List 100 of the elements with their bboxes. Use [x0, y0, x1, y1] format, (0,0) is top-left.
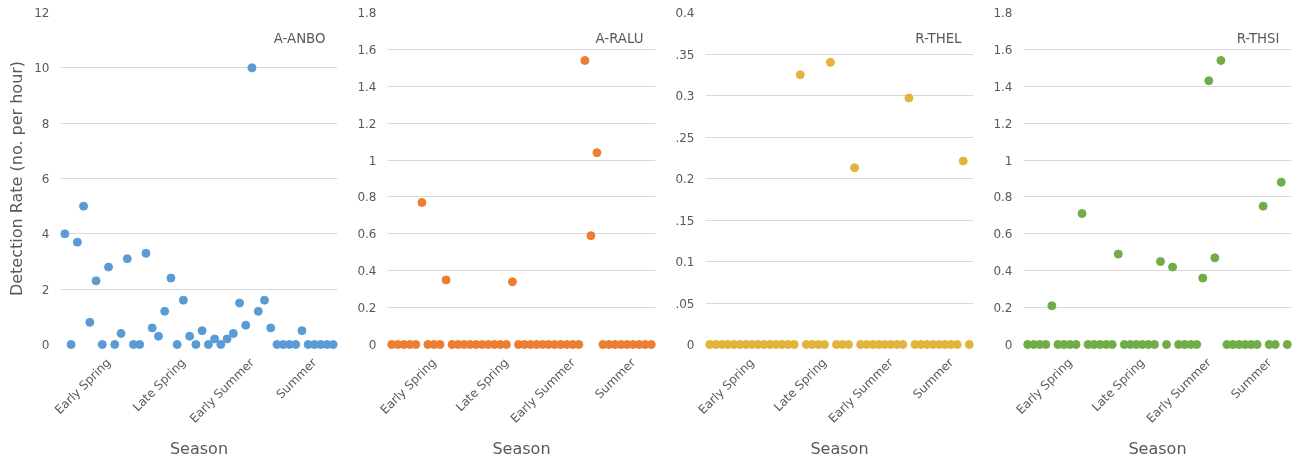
point [116, 328, 126, 338]
point [160, 306, 170, 316]
point [1258, 201, 1268, 211]
annotation: A-ANBO [273, 30, 326, 46]
point [60, 229, 70, 239]
y-tick-label: 0.2 [993, 301, 1013, 316]
point [291, 340, 301, 349]
y-tick-label: 0.8 [357, 190, 377, 205]
point [72, 237, 82, 247]
point [66, 340, 76, 349]
y-tick-label: 0.3 [675, 89, 695, 103]
y-tick-label: 0 [686, 338, 695, 352]
point [185, 331, 195, 341]
point [253, 306, 263, 316]
point [795, 70, 805, 80]
point [235, 298, 245, 308]
y-tick-label: 1.6 [993, 42, 1013, 57]
y-tick-label: 1.6 [357, 42, 377, 57]
point [197, 326, 207, 336]
y-tick-label: 1.8 [357, 6, 377, 20]
point [110, 340, 120, 349]
point [1113, 249, 1123, 259]
y-tick-label: 1 [368, 153, 377, 168]
point [172, 340, 182, 349]
point [1077, 209, 1087, 219]
point [79, 201, 89, 211]
point [178, 295, 188, 305]
point [844, 340, 854, 349]
point [411, 340, 421, 349]
y-tick-label: 0.6 [357, 227, 377, 242]
point [147, 323, 157, 333]
point [1198, 273, 1208, 283]
point [91, 276, 101, 286]
y-tick-label: 10 [34, 61, 50, 76]
y-tick-label: 0.4 [357, 264, 377, 279]
point [122, 254, 132, 264]
y-tick-label: 0 [1004, 338, 1013, 352]
point [85, 317, 95, 327]
y-tick-label: 0.4 [993, 264, 1013, 279]
y-tick-label: .05 [675, 296, 695, 311]
y-tick-label: .15 [675, 213, 695, 228]
point [260, 295, 270, 305]
y-tick-label: 0.4 [675, 6, 695, 20]
y-tick-label: 1.8 [993, 6, 1013, 20]
y-tick-label: 0.2 [675, 172, 695, 186]
point [241, 320, 251, 330]
point [850, 163, 860, 173]
annotation: R-THSI [1236, 30, 1280, 46]
point [825, 57, 835, 67]
y-tick-label: 6 [41, 172, 50, 186]
point [222, 334, 232, 344]
point [964, 340, 974, 349]
point [417, 197, 427, 207]
point [1210, 253, 1220, 263]
point [1168, 262, 1178, 272]
point [97, 340, 107, 349]
x-axis-title: Season [1128, 438, 1187, 458]
y-tick-label: 0.8 [993, 190, 1013, 205]
point [203, 340, 213, 349]
point [210, 334, 220, 344]
point [1282, 340, 1292, 349]
point [216, 340, 226, 349]
point [1192, 340, 1202, 349]
point [586, 231, 596, 241]
point [191, 340, 201, 349]
y-tick-label: 0.1 [675, 255, 695, 269]
point [574, 340, 584, 349]
y-tick-label: 1.4 [357, 79, 377, 94]
point [507, 277, 517, 287]
y-tick-label: 0.6 [993, 227, 1013, 242]
y-tick-label: 2 [41, 282, 50, 297]
y-tick-label: 0 [368, 338, 377, 352]
y-tick-label: .35 [675, 47, 695, 62]
point [1156, 257, 1166, 266]
y-tick-label: 0 [41, 338, 50, 352]
point [153, 331, 163, 341]
x-axis-title: Season [492, 438, 551, 458]
annotation: A-RALU [595, 30, 644, 46]
annotation: R-THEL [915, 30, 963, 46]
y-tick-label: 12 [34, 6, 50, 20]
point [1041, 340, 1051, 349]
point [104, 262, 114, 272]
point [1204, 76, 1214, 86]
point [266, 323, 276, 333]
point [166, 273, 176, 283]
y-tick-label: 0.2 [357, 301, 377, 316]
point [297, 326, 307, 336]
point [592, 148, 602, 158]
point [135, 340, 145, 349]
point [1047, 301, 1057, 311]
point [141, 248, 151, 258]
point [580, 55, 590, 65]
point [958, 156, 968, 166]
point [1162, 340, 1172, 349]
point [1216, 55, 1226, 65]
y-tick-label: .25 [675, 130, 695, 145]
x-axis-title: Season [169, 438, 229, 458]
point [904, 93, 914, 103]
point [1276, 177, 1286, 187]
y-tick-label: 1 [1004, 153, 1013, 168]
